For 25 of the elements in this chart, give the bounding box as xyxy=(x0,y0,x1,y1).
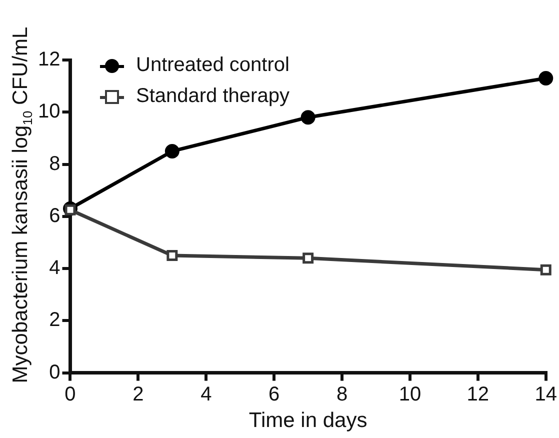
point xyxy=(540,264,552,276)
y-tick-label: 0 xyxy=(49,361,60,384)
point xyxy=(538,70,554,86)
x-tick-label: 6 xyxy=(268,383,280,406)
point xyxy=(166,250,178,261)
y-tick-label: 10 xyxy=(38,100,60,123)
y-tick-label: 8 xyxy=(49,152,60,175)
y-tick-label: 2 xyxy=(49,309,60,332)
x-tick-label: 0 xyxy=(64,383,76,406)
x-tick-label: 10 xyxy=(398,383,422,406)
point xyxy=(164,144,180,158)
point xyxy=(300,110,316,125)
point xyxy=(302,252,314,264)
legend-label: Standard therapy xyxy=(136,85,290,108)
x-axis-title: Time in days xyxy=(248,409,368,432)
x-tick-label: 8 xyxy=(336,383,348,406)
x-tick-label: 2 xyxy=(132,383,144,406)
y-tick-label: 12 xyxy=(38,48,60,71)
x-tick-label: 12 xyxy=(466,383,490,406)
point xyxy=(64,204,76,216)
y-tick-label: 4 xyxy=(49,257,60,280)
x-tick-label: 4 xyxy=(200,383,212,406)
y-tick-label: 6 xyxy=(49,204,60,227)
x-tick-label: 14 xyxy=(534,383,557,406)
legend-label: Untreated control xyxy=(136,54,290,77)
